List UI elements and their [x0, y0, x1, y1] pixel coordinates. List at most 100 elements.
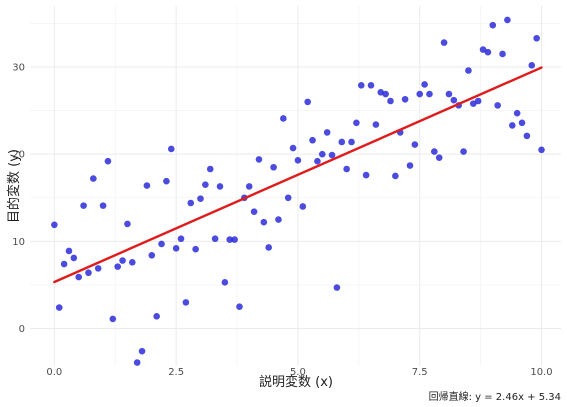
data-point	[333, 284, 341, 291]
data-point	[314, 157, 321, 165]
grid	[30, 6, 561, 366]
data-point	[348, 138, 355, 146]
data-point	[499, 50, 506, 58]
data-point	[489, 21, 497, 29]
data-point	[65, 247, 73, 255]
x-tick-labels: 0.0 2.5 5.0 7.5 10.0	[46, 367, 552, 378]
data-point	[60, 260, 68, 268]
data-point	[124, 220, 131, 228]
y-tick-label: 10	[12, 237, 25, 248]
data-point	[338, 138, 346, 146]
data-point	[523, 132, 531, 140]
data-point	[513, 109, 521, 117]
data-point	[538, 146, 545, 154]
regression-caption: 回帰直線: y = 2.46x + 5.34	[429, 390, 561, 403]
y-tick-label: 30	[12, 63, 25, 74]
data-point	[231, 236, 238, 243]
data-point	[138, 347, 146, 355]
data-point	[401, 95, 409, 103]
data-point	[411, 141, 419, 148]
data-point	[289, 144, 297, 152]
data-point	[294, 156, 302, 164]
data-point	[465, 67, 472, 74]
data-point	[353, 119, 360, 127]
data-point	[143, 182, 151, 189]
data-point	[99, 202, 107, 209]
data-point	[328, 151, 336, 159]
y-axis-title: 目的変数 (y)	[6, 149, 22, 223]
data-point	[392, 172, 399, 180]
data-point	[55, 304, 63, 311]
data-point	[284, 194, 292, 202]
data-point	[51, 221, 58, 229]
data-point	[177, 235, 185, 243]
data-point	[153, 313, 160, 320]
data-point	[211, 235, 219, 243]
data-point	[250, 208, 258, 216]
x-tick-label: 5.0	[290, 367, 306, 378]
x-tick-label: 0.0	[46, 367, 62, 378]
data-point	[216, 183, 224, 190]
data-point	[362, 171, 370, 179]
data-point	[445, 90, 453, 98]
data-point	[129, 258, 136, 266]
data-point	[270, 163, 277, 171]
data-point	[275, 216, 282, 223]
data-point	[172, 245, 180, 252]
data-point	[148, 251, 156, 259]
data-point	[357, 82, 365, 89]
data-point	[518, 119, 526, 127]
data-point	[367, 82, 375, 89]
data-point	[460, 148, 467, 155]
data-point	[163, 177, 170, 185]
y-tick-label: 0	[19, 324, 25, 335]
data-point	[372, 121, 380, 128]
data-point	[309, 136, 316, 144]
data-point	[474, 97, 482, 105]
data-points	[51, 16, 545, 366]
data-point	[421, 81, 428, 88]
regression-line	[53, 66, 543, 284]
data-point	[226, 236, 234, 243]
data-point	[221, 279, 229, 286]
data-point	[435, 154, 443, 161]
x-tick-label: 7.5	[412, 367, 428, 378]
data-point	[299, 203, 307, 210]
data-point	[114, 263, 121, 270]
data-point	[479, 46, 487, 53]
data-point	[318, 150, 326, 158]
data-point	[167, 145, 175, 153]
data-point	[265, 244, 273, 251]
data-point	[440, 39, 448, 46]
data-point	[304, 98, 311, 106]
data-point	[323, 129, 331, 136]
data-point	[75, 273, 83, 281]
data-point	[426, 90, 433, 98]
data-point	[528, 61, 536, 69]
data-point	[133, 359, 141, 366]
y-tick-labels: 0 10 20 30	[12, 63, 25, 336]
data-point	[80, 202, 87, 209]
data-point	[236, 303, 243, 311]
data-point	[470, 100, 477, 107]
data-point	[494, 102, 501, 109]
data-point	[158, 240, 165, 248]
data-point	[104, 157, 112, 165]
data-point	[382, 90, 389, 98]
data-point	[533, 34, 540, 42]
data-point	[109, 315, 117, 323]
data-point	[508, 122, 516, 129]
data-point	[90, 175, 97, 182]
data-point	[187, 199, 195, 207]
data-point	[343, 165, 350, 173]
data-point	[260, 218, 268, 226]
data-point	[387, 97, 394, 105]
data-point	[94, 265, 102, 272]
data-point	[202, 181, 209, 188]
data-point	[245, 183, 253, 190]
data-point	[416, 90, 424, 98]
x-tick-label: 10.0	[530, 367, 552, 378]
data-point	[431, 148, 438, 155]
